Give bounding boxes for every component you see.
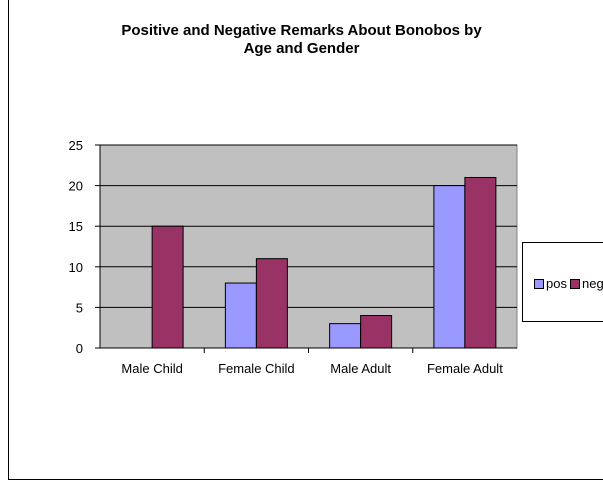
legend-label-pos: pos (546, 276, 567, 291)
bar-pos (329, 323, 362, 349)
x-tick-label: Female Adult (427, 361, 503, 376)
y-tick-label: 25 (69, 138, 83, 153)
y-tick-label: 15 (69, 219, 83, 234)
legend-swatch-pos (534, 278, 544, 289)
legend-entry-neg: neg (570, 276, 603, 291)
bar-neg (255, 258, 288, 349)
bar-pos (433, 185, 466, 349)
bar-neg (360, 315, 393, 349)
y-tick-label: 0 (76, 341, 83, 356)
bar-neg (464, 176, 497, 349)
legend-label-neg: neg (582, 276, 603, 291)
chart-legend: pos neg (522, 242, 603, 322)
x-tick-label: Female Child (218, 361, 295, 376)
bar-neg (151, 225, 184, 349)
chart-title-line-1: Positive and Negative Remarks About Bono… (121, 22, 482, 39)
x-tick-label: Male Child (121, 361, 182, 376)
y-tick-label: 20 (69, 179, 83, 194)
y-tick-label: 5 (76, 300, 83, 315)
legend-swatch-neg (570, 278, 580, 289)
bar-pos (224, 282, 257, 349)
legend-entry-pos: pos (534, 276, 567, 291)
chart-frame (8, 0, 603, 480)
x-tick-label: Male Adult (330, 361, 391, 376)
chart-title-line-2: Age and Gender (243, 40, 360, 57)
y-tick-label: 10 (69, 260, 83, 275)
